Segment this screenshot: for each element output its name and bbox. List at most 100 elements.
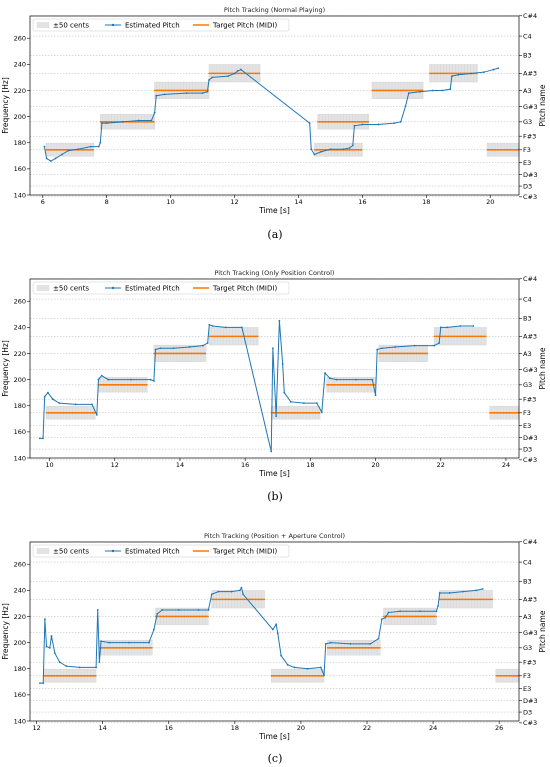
target-pitch-marker <box>126 384 128 386</box>
target-pitch-marker <box>506 149 508 151</box>
estimated-pitch-point <box>448 592 451 594</box>
estimated-pitch-point <box>45 157 48 160</box>
target-pitch-marker <box>58 412 61 414</box>
target-pitch-marker <box>215 72 217 74</box>
target-pitch-marker <box>333 647 335 649</box>
target-pitch-marker <box>340 647 342 649</box>
target-pitch-marker <box>69 675 71 677</box>
target-pitch-marker <box>270 675 272 677</box>
target-pitch-marker <box>208 335 210 337</box>
y-tick-label: 220 <box>14 350 26 358</box>
target-pitch-marker <box>439 72 442 74</box>
target-pitch-marker <box>301 675 303 677</box>
target-pitch-marker <box>417 89 419 92</box>
target-pitch-marker <box>487 598 489 600</box>
target-pitch-marker <box>342 647 344 649</box>
estimated-pitch-point <box>95 413 98 416</box>
estimated-pitch-point <box>48 646 51 649</box>
target-pitch-marker <box>380 89 382 92</box>
target-pitch-marker <box>281 675 283 677</box>
target-pitch-marker <box>203 352 206 355</box>
target-pitch-marker <box>431 615 433 618</box>
target-pitch-marker <box>517 675 519 677</box>
target-pitch-marker <box>82 149 84 151</box>
estimated-pitch-point <box>393 122 396 125</box>
target-pitch-marker <box>224 335 226 337</box>
target-pitch-marker <box>328 384 330 386</box>
target-pitch-marker <box>148 121 150 123</box>
legend-marker-estimated <box>111 549 115 553</box>
target-pitch-marker <box>213 598 215 600</box>
estimated-pitch-point <box>105 122 108 125</box>
pitch-tick-label: D#3 <box>523 697 538 705</box>
estimated-pitch-point <box>97 378 100 381</box>
estimated-pitch-point <box>459 325 462 327</box>
target-pitch-marker <box>391 89 393 92</box>
target-pitch-marker <box>212 72 214 74</box>
estimated-pitch-point <box>58 402 61 405</box>
target-pitch-marker <box>62 675 64 677</box>
target-pitch-marker <box>504 149 506 151</box>
estimated-pitch-point <box>351 144 354 147</box>
target-pitch-marker <box>422 352 424 355</box>
target-pitch-marker <box>165 89 167 92</box>
target-pitch-marker <box>444 72 446 74</box>
estimated-pitch-point <box>43 395 46 398</box>
target-pitch-marker <box>239 72 241 74</box>
target-pitch-marker <box>495 149 497 151</box>
target-pitch-marker <box>217 335 219 337</box>
target-pitch-marker <box>49 675 51 677</box>
estimated-pitch-point <box>497 67 500 70</box>
pitch-tick-label: C#4 <box>523 12 537 20</box>
target-pitch-marker <box>190 352 192 355</box>
target-pitch-marker <box>467 598 469 600</box>
estimated-pitch-point <box>449 88 452 91</box>
target-pitch-marker <box>108 121 110 123</box>
x-axis-label: Time [s] <box>258 469 290 478</box>
estimated-pitch-point <box>450 75 453 78</box>
target-pitch-marker <box>64 675 66 677</box>
target-pitch-marker <box>122 384 124 386</box>
x-tick-label: 16 <box>241 461 249 469</box>
target-pitch-marker <box>91 149 93 151</box>
target-pitch-marker <box>336 121 338 123</box>
target-pitch-marker <box>219 72 221 74</box>
target-pitch-marker <box>495 412 497 414</box>
legend-label-estimated: Estimated Pitch <box>125 22 180 30</box>
caption-a: (a) <box>267 228 283 241</box>
target-pitch-marker <box>339 384 341 386</box>
target-pitch-marker <box>341 121 343 123</box>
target-pitch-marker <box>250 335 252 337</box>
target-pitch-marker <box>326 384 328 386</box>
target-pitch-marker <box>455 335 457 337</box>
target-pitch-marker <box>233 598 235 600</box>
target-pitch-marker <box>189 89 191 92</box>
target-pitch-marker <box>127 647 129 649</box>
target-pitch-marker <box>517 149 519 151</box>
target-pitch-marker <box>85 412 87 414</box>
legend-label-band: ±50 cents <box>53 22 89 30</box>
target-pitch-marker <box>124 384 126 386</box>
target-pitch-marker <box>442 335 444 337</box>
target-pitch-marker <box>322 149 324 151</box>
target-pitch-marker <box>469 598 472 600</box>
target-pitch-marker <box>396 615 398 618</box>
target-pitch-marker <box>101 121 104 123</box>
target-pitch-marker <box>408 89 410 92</box>
estimated-pitch-point <box>154 348 157 351</box>
target-pitch-marker <box>106 384 108 386</box>
pitch-tick-label: E3 <box>523 159 531 167</box>
legend-swatch-band <box>36 285 50 291</box>
target-pitch-marker <box>415 352 417 355</box>
x-tick-label: 6 <box>41 198 45 206</box>
target-pitch-marker <box>82 675 84 677</box>
target-pitch-marker <box>504 675 506 677</box>
target-pitch-marker <box>89 412 91 414</box>
estimated-pitch-point <box>271 347 274 350</box>
target-pitch-marker <box>391 352 393 355</box>
target-pitch-marker <box>142 647 144 649</box>
pitch-tick-label: G3 <box>523 118 532 126</box>
estimated-pitch-point <box>53 652 56 654</box>
target-pitch-marker <box>65 412 67 414</box>
target-pitch-marker <box>76 412 78 414</box>
